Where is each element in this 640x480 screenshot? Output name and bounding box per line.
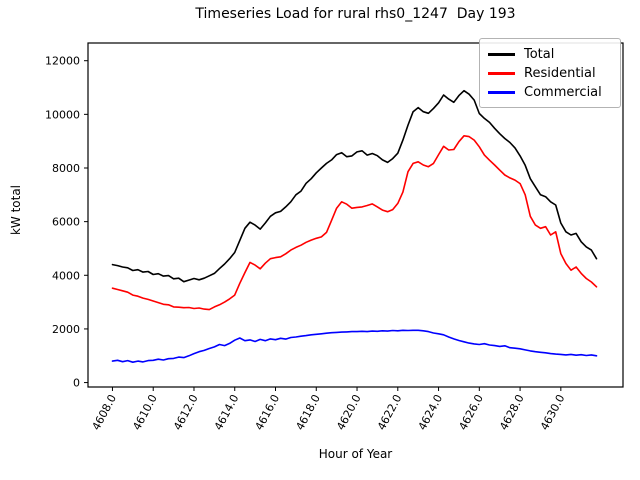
x-tick-label: 4614.0 xyxy=(212,392,242,432)
y-tick-label: 4000 xyxy=(52,269,80,282)
legend-entry-commercial: Commercial xyxy=(488,83,612,101)
y-axis-label: kW total xyxy=(9,184,23,236)
total-line-swatch xyxy=(488,52,515,56)
residential-line-swatch xyxy=(488,71,515,75)
y-tick-label: 2000 xyxy=(52,323,80,336)
legend-label-commercial: Commercial xyxy=(524,84,602,100)
legend-entry-total: Total xyxy=(488,45,612,63)
y-tick-label: 8000 xyxy=(52,162,80,175)
legend-label-total: Total xyxy=(524,46,555,62)
commercial-line-swatch xyxy=(488,90,515,94)
chart-title: Timeseries Load for rural rhs0_1247 Day … xyxy=(195,6,516,22)
x-tick-label: 4624.0 xyxy=(416,392,446,432)
series-line-residential xyxy=(111,135,598,311)
x-tick-label: 4626.0 xyxy=(456,392,486,432)
legend: Total Residential Commercial xyxy=(479,38,621,108)
y-tick-label: 0 xyxy=(73,377,80,390)
x-tick-label: 4622.0 xyxy=(375,392,405,432)
x-tick-label: 4618.0 xyxy=(293,392,323,432)
y-tick-label: 6000 xyxy=(52,216,80,229)
plot-frame xyxy=(87,42,624,388)
x-tick-label: 4628.0 xyxy=(497,392,527,432)
series-line-total xyxy=(111,89,598,283)
legend-label-residential: Residential xyxy=(524,65,596,81)
y-tick-label: 12000 xyxy=(45,55,80,68)
x-tick-label: 4608.0 xyxy=(90,392,120,432)
x-axis-label: Hour of Year xyxy=(318,447,393,461)
x-tick-label: 4620.0 xyxy=(334,392,364,432)
series-line-commercial xyxy=(111,329,598,364)
y-tick-label: 10000 xyxy=(45,108,80,121)
x-tick-label: 4610.0 xyxy=(130,392,160,432)
x-tick-label: 4612.0 xyxy=(171,392,201,432)
x-tick-label: 4616.0 xyxy=(253,392,283,432)
legend-entry-residential: Residential xyxy=(488,64,612,82)
x-tick-label: 4630.0 xyxy=(538,392,568,432)
